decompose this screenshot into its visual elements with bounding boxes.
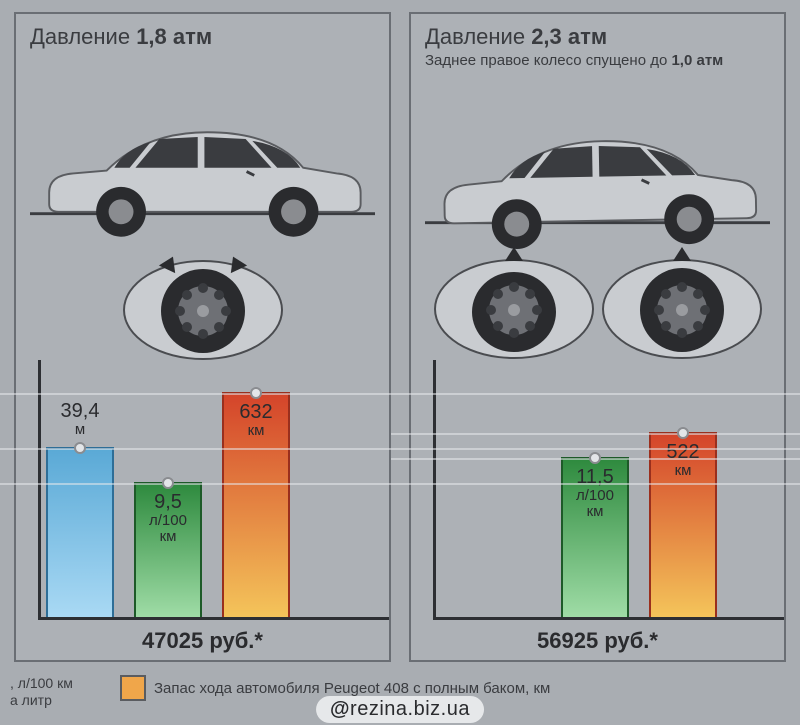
title-value: 2,3 атм (531, 24, 607, 49)
car-illustration-right (425, 75, 770, 265)
panel-right-header: Давление 2,3 атм Заднее правое колесо сп… (411, 14, 784, 75)
chart-bar: 39,4м (46, 447, 114, 617)
car-svg (425, 75, 770, 265)
legend-frag-2: а литр (10, 692, 100, 709)
bar-marker-dot (162, 477, 174, 489)
chart-bar: 522км (649, 432, 717, 617)
title-prefix: Давление (425, 24, 531, 49)
arrow-up-icon (505, 247, 523, 261)
total-right: 56925 руб.* (411, 628, 784, 654)
wheel-icon (158, 266, 248, 356)
tire-ellipse-front (602, 259, 762, 359)
legend-swatch-icon (120, 675, 146, 701)
panel-right: Давление 2,3 атм Заднее правое колесо сп… (409, 12, 786, 662)
car-illustration-left (30, 56, 375, 266)
title-value: 1,8 атм (136, 24, 212, 49)
watermark: @rezina.biz.ua (316, 696, 484, 723)
chart-right: 11,5л/100км 522км (411, 360, 784, 620)
bar-label: 11,5л/100км (563, 467, 627, 520)
legend-frag-1: , л/100 км (10, 675, 100, 692)
title-prefix: Давление (30, 24, 136, 49)
subtitle-prefix: Заднее правое колесо спущено до (425, 52, 671, 69)
arrow-up-icon (673, 247, 691, 261)
panel-left-title: Давление 1,8 атм (30, 24, 375, 50)
tire-ellipse (123, 260, 283, 360)
panel-left: Давление 1,8 атм (14, 12, 391, 662)
bar-label: 632км (224, 402, 288, 439)
bar-marker-dot (74, 442, 86, 454)
tire-ellipse-rear (434, 259, 594, 359)
bars-left: 39,4м 9,5л/100км 632км (46, 357, 290, 617)
car-svg (30, 56, 375, 266)
watermark-text: rezina.biz.ua (350, 698, 470, 720)
bar-marker-dot (677, 427, 689, 439)
bar-marker-dot (250, 387, 262, 399)
panel-left-header: Давление 1,8 атм (16, 14, 389, 56)
chart-bar: 11,5л/100км (561, 457, 629, 617)
tire-detail-left (16, 260, 389, 360)
panel-right-subtitle: Заднее правое колесо спущено до 1,0 атм (425, 52, 770, 69)
total-left: 47025 руб.* (16, 628, 389, 654)
legend-left-fragment: , л/100 км а литр (10, 675, 100, 709)
at-icon: @ (330, 698, 350, 720)
chart-left: 39,4м 9,5л/100км 632км (16, 360, 389, 620)
bar-label: 39,4м (48, 401, 112, 438)
tire-detail-right (411, 259, 784, 359)
bar-label: 522км (651, 442, 715, 479)
bars-right: 11,5л/100км 522км (561, 357, 717, 617)
legend-range-text: Запас хода автомобиля Peugeot 408 с полн… (154, 680, 550, 697)
bar-marker-dot (589, 452, 601, 464)
chart-bar: 632км (222, 392, 290, 617)
bar-label: 9,5л/100км (136, 492, 200, 545)
panel-right-title: Давление 2,3 атм (425, 24, 770, 50)
wheel-icon (637, 265, 727, 355)
wheel-icon (469, 265, 559, 355)
chart-bar: 9,5л/100км (134, 482, 202, 617)
subtitle-value: 1,0 атм (671, 52, 723, 69)
panels-row: Давление 1,8 атм (0, 0, 800, 662)
